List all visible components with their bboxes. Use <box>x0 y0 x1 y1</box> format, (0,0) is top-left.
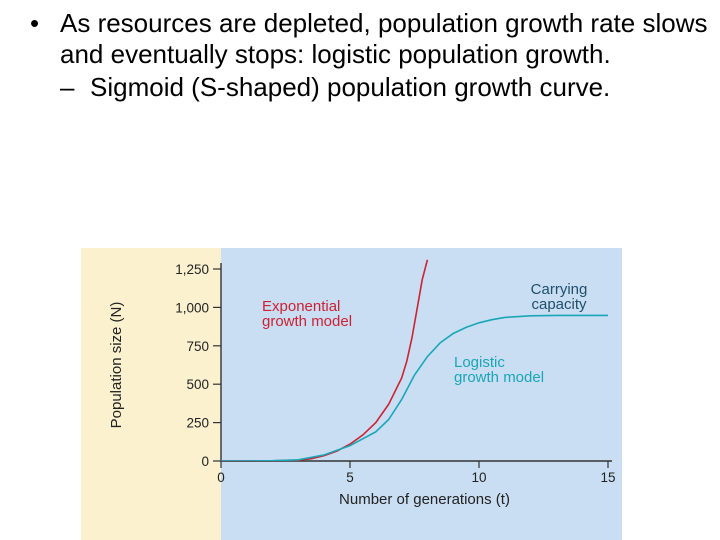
y-tick-label: 250 <box>186 416 209 431</box>
logistic-label: Logistic growth model <box>454 354 544 386</box>
x-tick-label: 15 <box>600 470 615 485</box>
series-group <box>221 259 608 461</box>
x-tick-label: 5 <box>346 470 354 485</box>
bullet-item: • As resources are depleted, population … <box>30 8 710 70</box>
y-tick-label: 1,250 <box>175 262 209 277</box>
sub-bullet-text: Sigmoid (S-shaped) population growth cur… <box>90 72 611 102</box>
bullet-text: As resources are depleted, population gr… <box>60 8 708 69</box>
exponential-label: Exponential growth model <box>262 298 352 330</box>
y-axis-title: Population size (N) <box>108 302 125 429</box>
carrying-capacity-label: Carrying capacity <box>531 281 588 313</box>
plot-area <box>221 248 622 540</box>
sub-bullet-item: – Sigmoid (S-shaped) population growth c… <box>30 72 710 103</box>
slide-text: • As resources are depleted, population … <box>30 8 710 103</box>
y-tick-label: 750 <box>186 339 209 354</box>
x-tick-label: 0 <box>217 470 225 485</box>
y-tick-label: 500 <box>186 377 209 392</box>
y-tick-label: 0 <box>201 454 209 469</box>
population-growth-chart: 0 250 500 750 1,000 1,250 0 5 10 15 Number of gene… <box>108 248 622 540</box>
label-group: Exponential growth model Logistic growth mo… <box>262 281 587 386</box>
y-tick-label: 1,000 <box>175 300 209 315</box>
bullet-marker: • <box>30 8 40 38</box>
population-growth-figure: 0 250 500 750 1,000 1,250 0 5 10 15 Number of gene… <box>81 248 622 540</box>
axes: 0 250 500 750 1,000 1,250 0 5 10 15 Number of gene… <box>108 262 616 508</box>
x-axis-title: Number of generations (t) <box>339 491 510 508</box>
x-tick-label: 10 <box>471 470 486 485</box>
logistic-curve <box>221 314 608 461</box>
sub-bullet-marker: – <box>60 72 75 102</box>
